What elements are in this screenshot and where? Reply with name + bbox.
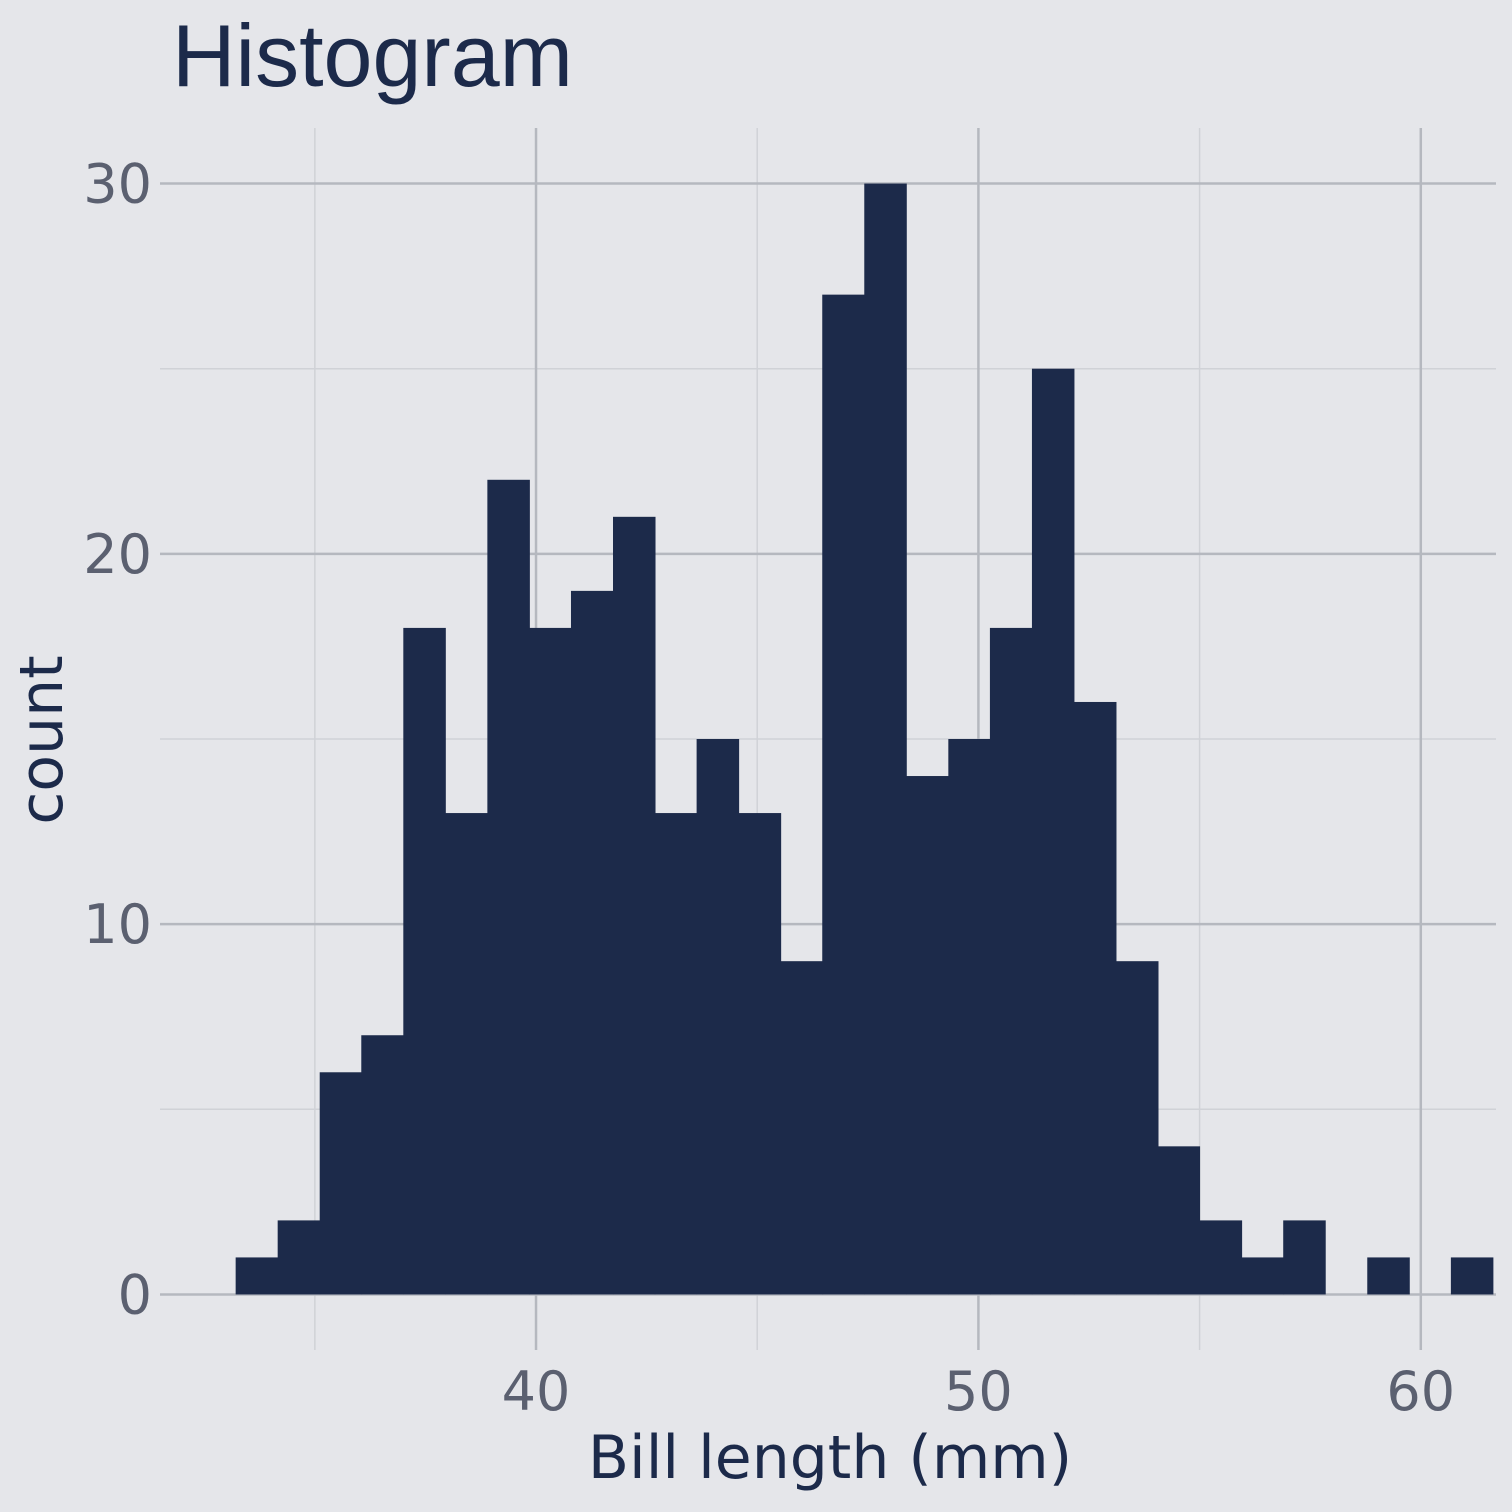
histogram-bar — [1450, 1257, 1494, 1295]
y-tick-label: 10 — [83, 893, 152, 956]
y-tick-label: 30 — [83, 153, 152, 216]
y-tick-label: 20 — [83, 523, 152, 586]
histogram-bar — [1283, 1220, 1326, 1295]
histogram-bar — [613, 516, 656, 1295]
histogram-bar — [989, 627, 1033, 1295]
histogram-bar — [738, 813, 782, 1295]
histogram-bar — [1157, 1146, 1201, 1295]
x-axis-title: Bill length (mm) — [588, 1423, 1072, 1493]
y-tick-label: 0 — [118, 1263, 152, 1326]
histogram-bar — [235, 1257, 279, 1295]
tick-labels: 40 50 60 0 10 20 30 — [83, 153, 1455, 1423]
histogram-bar — [528, 627, 572, 1295]
x-tick-label: 40 — [502, 1360, 571, 1423]
histogram-bar — [1199, 1220, 1243, 1295]
histogram-bar — [822, 294, 865, 1295]
histogram-bar — [403, 627, 446, 1295]
histogram-bar — [1241, 1257, 1285, 1295]
histogram-bar — [780, 961, 824, 1295]
histogram-bar — [1031, 368, 1075, 1295]
histogram-bar — [696, 739, 740, 1295]
x-tick-label: 50 — [944, 1360, 1013, 1423]
bars-layer — [235, 183, 1494, 1295]
histogram-bar — [361, 1035, 404, 1295]
histogram-bar — [570, 590, 614, 1295]
histogram-bar — [948, 739, 991, 1295]
histogram-bar — [864, 183, 907, 1295]
histogram-bar — [487, 479, 530, 1295]
histogram-bar — [277, 1220, 321, 1295]
histogram-bar — [319, 1072, 363, 1295]
histogram-bar — [1073, 701, 1117, 1295]
histogram-bar — [654, 813, 698, 1295]
x-tick-label: 60 — [1386, 1360, 1455, 1423]
y-axis-title: count — [7, 655, 77, 824]
histogram-bar — [445, 813, 488, 1295]
histogram-bar — [906, 776, 949, 1295]
chart-title: Histogram — [172, 6, 573, 105]
histogram-bar — [1115, 961, 1159, 1295]
histogram-bar — [1367, 1257, 1410, 1295]
